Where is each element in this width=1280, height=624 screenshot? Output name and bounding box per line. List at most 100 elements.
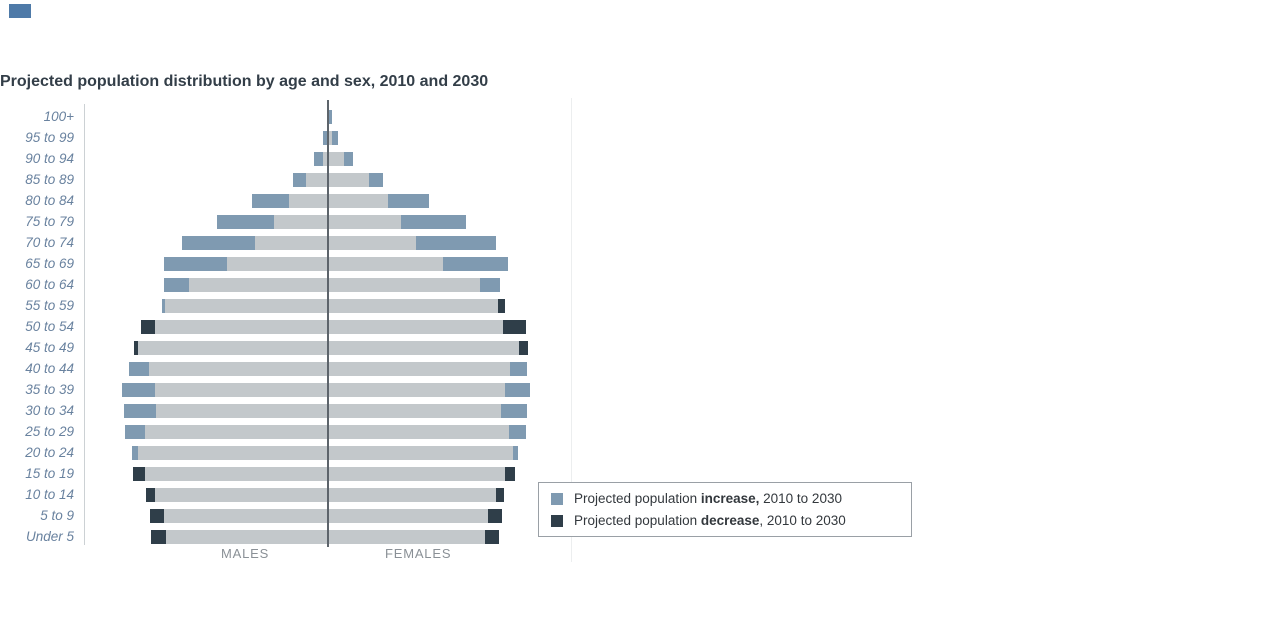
pyramid-row: 25 to 29 (0, 425, 572, 439)
male-overlap-segment (188, 278, 328, 292)
pyramid-row: 20 to 24 (0, 446, 572, 460)
legend-item-label: Projected population increase, 2010 to 2… (574, 491, 842, 506)
male-overlap-segment (154, 320, 328, 334)
male-bar (85, 194, 328, 208)
age-label: 55 to 59 (25, 298, 74, 313)
pyramid-row: 65 to 69 (0, 257, 572, 271)
legend-item-increase: Projected population increase, 2010 to 2… (551, 489, 899, 508)
male-bar (85, 320, 328, 334)
pyramid-row: 85 to 89 (0, 173, 572, 187)
male-overlap-segment (163, 509, 328, 523)
female-bar (327, 530, 573, 544)
female-bar (327, 215, 573, 229)
pyramid-row: 60 to 64 (0, 278, 572, 292)
female-overlap-segment (327, 404, 501, 418)
age-label: 20 to 24 (25, 445, 74, 460)
female-bar (327, 383, 573, 397)
male-bar (85, 404, 328, 418)
chart-title: Projected population distribution by age… (0, 72, 489, 90)
male-overlap-segment (154, 383, 328, 397)
male-increase-segment (313, 152, 323, 166)
female-bar (327, 341, 573, 355)
female-overlap-segment (327, 320, 503, 334)
age-label: 45 to 49 (25, 340, 74, 355)
age-label: 70 to 74 (25, 235, 74, 250)
male-overlap-segment (144, 467, 328, 481)
female-overlap-segment (327, 278, 480, 292)
female-bar (327, 131, 573, 145)
male-increase-segment (124, 425, 145, 439)
male-bar (85, 152, 328, 166)
legend-text-prefix: Projected population (574, 491, 701, 506)
age-label: 65 to 69 (25, 256, 74, 271)
top-left-blue-marker (9, 4, 31, 18)
male-increase-segment (181, 236, 255, 250)
pyramid-row: 15 to 19 (0, 467, 572, 481)
chart-legend: Projected population increase, 2010 to 2… (538, 482, 912, 537)
right-border-line (571, 98, 572, 562)
pyramid-row: 50 to 54 (0, 320, 572, 334)
females-axis-label: FEMALES (385, 546, 452, 561)
male-bar (85, 236, 328, 250)
age-label: 15 to 19 (25, 466, 74, 481)
female-bar (327, 320, 573, 334)
age-label: 35 to 39 (25, 382, 74, 397)
female-decrease-segment (504, 467, 515, 481)
male-overlap-segment (148, 362, 328, 376)
pyramid-row: 45 to 49 (0, 341, 572, 355)
female-bar (327, 404, 573, 418)
female-increase-segment (368, 173, 383, 187)
male-overlap-segment (144, 425, 328, 439)
female-increase-segment (479, 278, 500, 292)
female-increase-segment (415, 236, 496, 250)
male-increase-segment (292, 173, 306, 187)
pyramid-row: 80 to 84 (0, 194, 572, 208)
age-label: 50 to 54 (25, 319, 74, 334)
female-overlap-segment (327, 446, 513, 460)
female-bar (327, 278, 573, 292)
male-bar (85, 173, 328, 187)
female-increase-segment (343, 152, 353, 166)
male-decrease-segment (133, 341, 138, 355)
female-overlap-segment (327, 173, 369, 187)
decrease-swatch-icon (551, 514, 563, 527)
female-overlap-segment (327, 257, 443, 271)
female-overlap-segment (327, 131, 332, 145)
female-decrease-segment (518, 341, 528, 355)
female-increase-segment (504, 383, 530, 397)
legend-text-prefix: Projected population (574, 513, 701, 528)
male-increase-segment (121, 383, 155, 397)
age-label: 5 to 9 (40, 508, 74, 523)
age-label: Under 5 (25, 529, 74, 544)
male-increase-segment (163, 257, 227, 271)
female-bar (327, 425, 573, 439)
pyramid-row: 95 to 99 (0, 131, 572, 145)
male-decrease-segment (132, 467, 145, 481)
male-bar (85, 362, 328, 376)
male-increase-segment (123, 404, 156, 418)
female-bar (327, 173, 573, 187)
female-increase-segment (442, 257, 508, 271)
female-overlap-segment (327, 152, 344, 166)
male-overlap-segment (165, 530, 328, 544)
female-overlap-segment (327, 530, 485, 544)
female-decrease-segment (497, 299, 505, 313)
female-increase-segment (509, 362, 527, 376)
female-bar (327, 194, 573, 208)
age-label: 85 to 89 (25, 172, 74, 187)
male-bar (85, 278, 328, 292)
age-label: 80 to 84 (25, 193, 74, 208)
male-bar (85, 131, 328, 145)
male-bar (85, 383, 328, 397)
age-label: 90 to 94 (25, 151, 74, 166)
pyramid-row: Under 5 (0, 530, 572, 544)
male-bar (85, 509, 328, 523)
age-label: 10 to 14 (25, 487, 74, 502)
age-label: 100+ (43, 109, 74, 124)
males-axis-label: MALES (221, 546, 270, 561)
male-overlap-segment (322, 152, 328, 166)
pyramid-row: 35 to 39 (0, 383, 572, 397)
female-bar (327, 110, 573, 124)
pyramid-row: 40 to 44 (0, 362, 572, 376)
pyramid-row: 5 to 9 (0, 509, 572, 523)
